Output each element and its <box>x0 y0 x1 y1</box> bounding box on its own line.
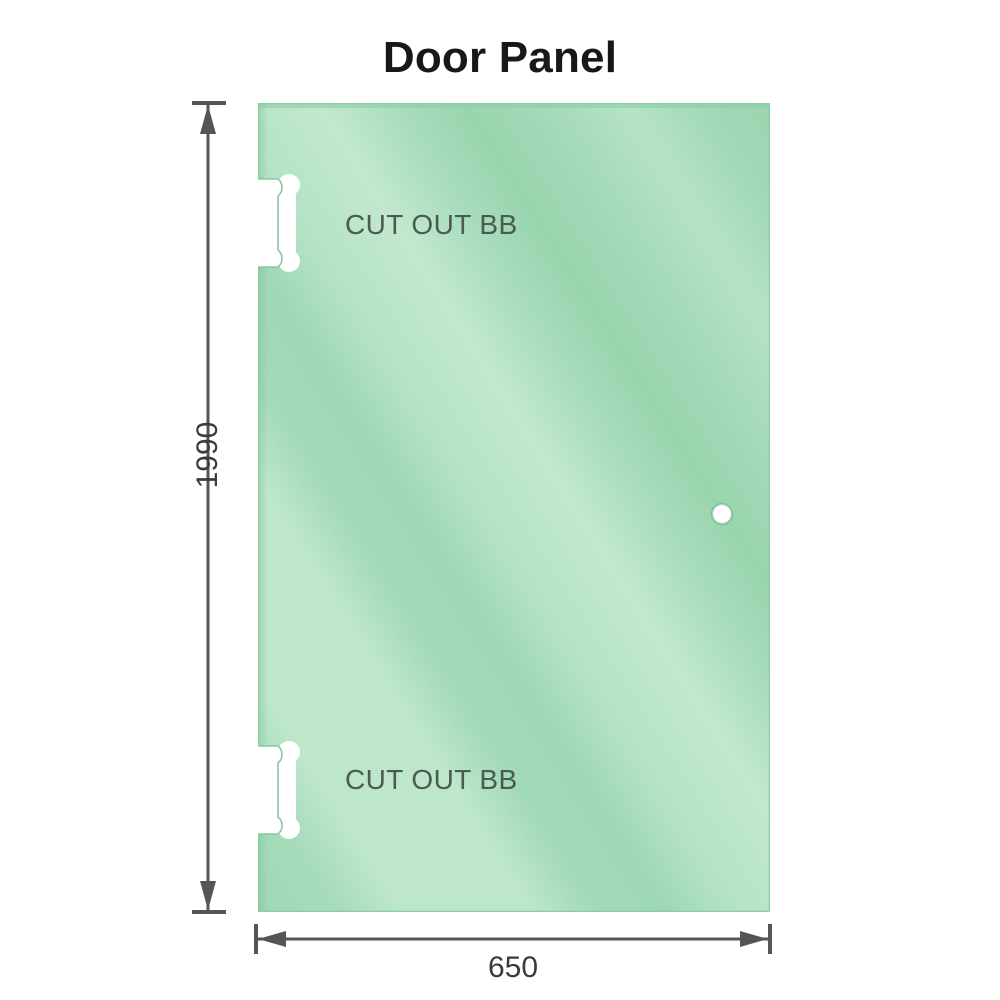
panel-graphic <box>258 103 770 912</box>
cutout-outlines <box>258 178 283 835</box>
panel-body <box>258 103 770 912</box>
cutout-label-top: CUT OUT BB <box>345 209 518 240</box>
cutout-label-bottom: CUT OUT BB <box>345 764 518 795</box>
handle-hole <box>710 502 734 526</box>
dimension-width <box>254 924 772 954</box>
page-title: Door Panel <box>382 33 618 82</box>
dimension-width-label: 650 <box>487 951 539 984</box>
dimension-height <box>192 101 226 914</box>
glass-door-panel <box>258 103 770 912</box>
dimension-height-label: 1990 <box>191 421 224 489</box>
